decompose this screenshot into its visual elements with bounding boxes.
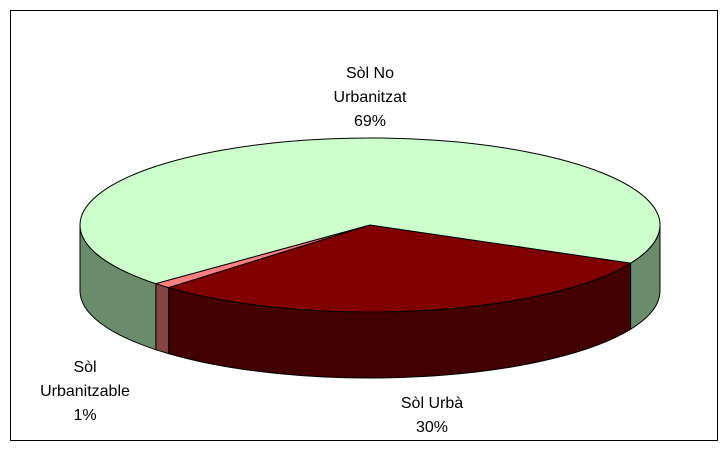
label-percent: 69%	[353, 113, 387, 130]
slice-top	[79, 137, 661, 285]
label-name: Sòl Urbanitzable	[40, 359, 130, 400]
label-percent: 30%	[415, 419, 449, 436]
data-label: Sòl Urbanitzable 1%	[30, 356, 140, 428]
data-label: Sòl No Urbanitzat 69%	[320, 62, 420, 134]
label-percent: 1%	[73, 407, 97, 424]
label-name: Sòl No Urbanitzat	[333, 65, 407, 106]
data-label: Sòl Urbà 30%	[382, 392, 482, 440]
slice-top	[166, 224, 633, 313]
slice-side	[155, 282, 170, 355]
label-name: Sòl Urbà	[400, 395, 464, 412]
